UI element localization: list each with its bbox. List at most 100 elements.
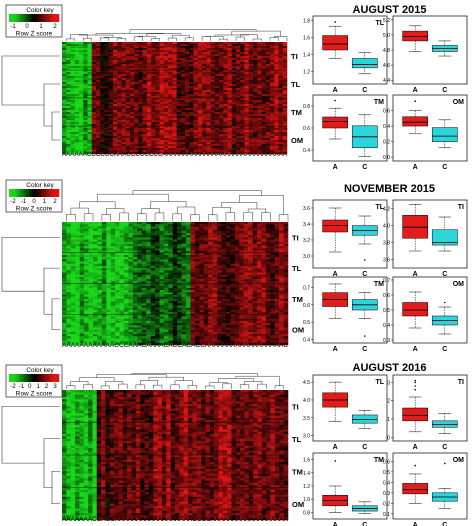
- boxplot-outlier: [414, 464, 417, 467]
- boxplot-box: [402, 116, 429, 127]
- panel-august-2015: Color key -1 0 1 2 Row Z score TI TL TM OM AAAAAAC…: [0, 0, 474, 175]
- boxplot-ytick: 0.3: [383, 338, 390, 344]
- boxplot-outlier: [414, 379, 417, 382]
- boxplot-ytick: 1.6: [303, 35, 310, 41]
- boxplot-ytick: 0.4: [383, 480, 390, 486]
- boxplot-ytick: 1.8: [303, 18, 310, 24]
- boxplot-ytick: 3.8: [383, 241, 390, 247]
- boxplot: 1.2 1.4 1.6 1.8 TL A C: [303, 15, 388, 94]
- color-key-axis-label: Row Z score: [16, 206, 53, 213]
- boxplot-box: [431, 127, 458, 142]
- heatmap-row-label: OM: [292, 326, 304, 335]
- boxplot-category-label: A: [333, 271, 338, 278]
- boxplot-ytick: 3.6: [303, 206, 310, 212]
- boxplot-outlier: [334, 21, 337, 23]
- heatmap-row-label: TI: [292, 402, 299, 411]
- column-dendrogram: [66, 373, 284, 389]
- boxplot-ytick: 0.1: [383, 512, 390, 518]
- boxplot-category-label: C: [362, 271, 367, 278]
- boxplot-category-label: C: [442, 346, 447, 353]
- boxplot-category-label: C: [362, 87, 367, 94]
- panel-title: AUGUST 2015: [352, 4, 427, 16]
- color-key-tick: -2: [10, 199, 16, 205]
- boxplot-ytick: 4.6: [383, 63, 390, 69]
- boxplot-category-label: A: [413, 87, 418, 94]
- color-key-tick: -1: [10, 24, 16, 30]
- boxplot-ytick: 4.0: [303, 398, 310, 404]
- boxplot-label: TM: [374, 281, 384, 288]
- color-key-tick: 2: [45, 384, 49, 390]
- boxplot-category-label: A: [333, 164, 338, 171]
- heatmap-column-labels: AAAAAACCCCCCAAACCCCCCCCAAAAAAAAAAAAAAAAA…: [62, 152, 287, 158]
- boxplot-ytick: 1.0: [303, 497, 310, 503]
- boxplot-label: TM: [374, 457, 384, 464]
- color-key-label: Color key: [26, 182, 54, 189]
- boxplot-ytick: 0.8: [303, 104, 310, 110]
- boxplot-ytick: 0.5: [383, 470, 390, 476]
- color-key-tick: 2: [53, 199, 57, 205]
- boxplot-ytick: 2: [387, 399, 390, 405]
- boxplot-box: [322, 219, 349, 233]
- boxplot-category-label: A: [333, 346, 338, 353]
- boxplot-ytick: 3.4: [303, 222, 310, 228]
- color-key-tick: 1: [43, 199, 47, 205]
- row-dendrogram: [1, 237, 60, 330]
- heatmap-row-label: TM: [292, 467, 303, 476]
- boxplot-label: TL: [375, 204, 384, 211]
- boxplot-ytick: 3.5: [303, 416, 310, 422]
- heatmap-row-label: OM: [291, 136, 303, 145]
- boxplot-category-label: A: [413, 346, 418, 353]
- heatmap: [62, 222, 289, 346]
- boxplot-outlier: [364, 259, 366, 261]
- boxplot-ytick: 0.6: [303, 126, 310, 132]
- boxplot-outlier: [444, 462, 446, 465]
- boxplot-label: OM: [453, 457, 464, 464]
- boxplot-box: [351, 414, 378, 424]
- boxplot-outlier: [334, 460, 337, 462]
- boxplot-ytick: 0.4: [383, 124, 390, 130]
- color-key-axis-label: Row Z score: [16, 391, 53, 398]
- color-key-tick: -2: [10, 384, 16, 390]
- boxplot-outlier: [414, 100, 417, 103]
- boxplot-ytick: 0.7: [383, 278, 390, 284]
- panel-title: NOVEMBER 2015: [343, 183, 436, 195]
- boxplot-category-label: C: [362, 164, 367, 171]
- boxplot-ytick: 0.4: [303, 148, 310, 154]
- column-dendrogram: [65, 29, 288, 41]
- color-key-tick: -1: [19, 384, 25, 390]
- boxplot-ytick: 0.7: [303, 285, 310, 291]
- heatmap-column-labels: AAAAAAACCACCAAAAAAAAAAAAAAAAAACCCCAAAAAA…: [62, 517, 288, 523]
- boxplot-box: [431, 229, 458, 246]
- boxplot: 3.0 3.2 3.4 3.6 TL A C: [303, 199, 388, 278]
- boxplot-box: [402, 407, 429, 422]
- heatmap-column-labels: AAAAAAAAAAAACCCAAACAAAACACCACACCAAAAAAAA…: [62, 343, 289, 349]
- boxplot-ytick: 3.2: [303, 238, 310, 244]
- boxplot-box: [402, 302, 429, 317]
- column-dendrogram: [66, 190, 289, 221]
- boxplot-ytick: 4.2: [383, 207, 390, 213]
- boxplot-category-label: A: [413, 522, 418, 526]
- boxplot-ytick: 1.6: [303, 458, 310, 464]
- row-dendrogram: [1, 405, 60, 505]
- boxplot-ytick: 0.0: [383, 155, 390, 161]
- boxplot-outlier: [414, 385, 417, 387]
- boxplot: 0.4 0.6 0.8 TM A C: [303, 94, 388, 171]
- boxplot-box: [431, 420, 458, 428]
- boxplot-ytick: 0: [387, 435, 390, 441]
- boxplot-box: [402, 215, 429, 239]
- boxplot-category-label: C: [442, 522, 447, 526]
- heatmap: [62, 42, 288, 155]
- boxplot-ytick: 4.0: [383, 224, 390, 230]
- boxplot-ytick: 0.2: [383, 501, 390, 507]
- boxplot-category-label: C: [442, 271, 447, 278]
- boxplot-label: OM: [453, 281, 464, 288]
- boxplot-ytick: 0.6: [383, 293, 390, 299]
- boxplot-ytick: 0.2: [383, 140, 390, 146]
- boxplot-category-label: C: [362, 444, 367, 451]
- boxplot-label: OM: [453, 99, 464, 106]
- boxplot-ytick: 1.2: [303, 484, 310, 490]
